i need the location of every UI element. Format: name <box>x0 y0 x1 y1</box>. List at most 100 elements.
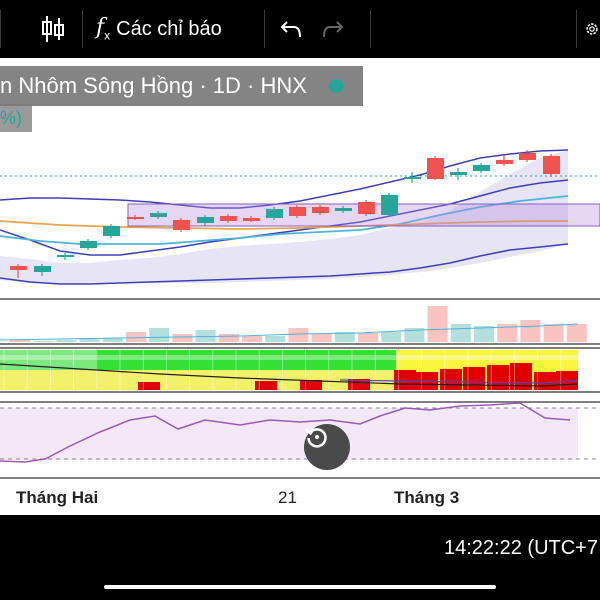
volume-bar <box>497 324 518 342</box>
volume-bar <box>242 336 262 342</box>
volume-bar <box>56 340 77 342</box>
bollinger-upper <box>0 149 569 209</box>
settings-icon <box>586 23 598 35</box>
candles-group <box>10 150 560 278</box>
strip-bar <box>556 371 578 390</box>
home-indicator[interactable] <box>104 585 496 589</box>
bollinger-band <box>0 149 569 285</box>
volume-bar <box>334 332 355 342</box>
chart-toolbar: fx Các chỉ báo <box>0 0 600 58</box>
volume-bar <box>79 339 100 342</box>
indicator-strip-yellow <box>0 370 396 390</box>
candle <box>34 266 51 272</box>
candle <box>243 218 260 221</box>
volume-bar <box>10 340 30 342</box>
volume-bar <box>288 328 309 342</box>
candle <box>173 220 190 230</box>
volume-bar <box>381 332 402 342</box>
candle <box>10 266 27 270</box>
settings-button[interactable] <box>584 0 600 58</box>
toolbar-divider <box>264 10 265 48</box>
x-axis-label: Tháng 3 <box>394 488 460 507</box>
rsi-background <box>0 408 578 460</box>
candle <box>543 156 560 174</box>
volume-bar <box>520 320 541 342</box>
toolbar-divider <box>0 10 1 48</box>
candle <box>312 207 329 213</box>
moving-average-orange <box>0 220 568 230</box>
candle <box>103 226 120 236</box>
candle <box>358 202 375 214</box>
volume-panel <box>10 306 587 342</box>
strip-bar <box>440 369 462 390</box>
candle <box>57 255 74 257</box>
chart-canvas[interactable]: n Nhôm Sông Hồng · 1D · HNX %) <box>0 58 600 515</box>
strip-bar <box>300 380 322 390</box>
volume-bar <box>172 334 193 342</box>
clock-time: 14:22:22 (UTC+7 <box>444 537 598 559</box>
strip-bar <box>463 367 485 390</box>
function-icon: fx <box>96 15 111 43</box>
legend-title-bar[interactable]: n Nhôm Sông Hồng · 1D · HNX <box>0 66 363 106</box>
volume-bar <box>311 334 332 342</box>
toolbar-divider <box>576 10 577 48</box>
strip-bar <box>255 381 277 390</box>
chart-type-button[interactable] <box>30 0 76 58</box>
volume-bar <box>427 306 448 342</box>
reset-chart-button[interactable] <box>304 424 350 470</box>
strip-bar <box>394 370 416 390</box>
candle <box>150 213 167 217</box>
candle <box>473 165 490 171</box>
redo-icon <box>323 21 344 38</box>
candle <box>450 172 467 175</box>
candle <box>519 153 536 160</box>
indicator-strip-band <box>0 355 578 360</box>
volume-bar <box>450 324 471 342</box>
candle <box>496 160 513 164</box>
volume-bar <box>265 336 286 342</box>
volume-bar <box>218 334 239 342</box>
market-status-dot <box>328 79 343 93</box>
candlestick-icon <box>42 16 64 42</box>
price-chart <box>0 149 600 479</box>
volume-bar <box>149 328 170 342</box>
volume-bar <box>33 341 54 342</box>
indicators-button[interactable]: fx Các chỉ báo <box>96 0 252 58</box>
volume-bar <box>102 338 123 342</box>
reset-icon <box>305 427 327 448</box>
undo-icon <box>280 21 301 38</box>
bollinger-lower <box>0 243 569 285</box>
strip-bar <box>348 379 370 390</box>
strip-line-purple <box>339 379 579 384</box>
candle <box>381 195 398 215</box>
volume-bar <box>474 326 494 342</box>
legend-change: %) <box>0 104 32 132</box>
strip-bar <box>487 365 509 390</box>
volume-bar <box>126 332 146 342</box>
candle <box>197 217 214 223</box>
toolbar-divider <box>82 10 83 48</box>
toolbar-divider <box>370 10 371 48</box>
rsi-line <box>0 402 571 463</box>
candle <box>220 216 237 221</box>
volume-bar <box>566 324 587 342</box>
x-axis-label: Tháng Hai <box>16 488 99 507</box>
candle <box>404 177 421 179</box>
volume-bar <box>404 328 425 342</box>
bollinger-basis <box>0 179 569 256</box>
indicators-label: Các chỉ báo <box>116 17 222 40</box>
candle <box>80 241 97 248</box>
strip-bar <box>138 382 160 390</box>
volume-bar <box>195 330 216 342</box>
candle <box>289 207 306 216</box>
x-axis-label: 21 <box>278 488 297 507</box>
redo-button[interactable] <box>316 0 350 58</box>
volume-bar <box>543 324 564 342</box>
undo-button[interactable] <box>274 0 308 58</box>
candle <box>266 209 283 218</box>
volume-ma-line <box>0 323 579 341</box>
candle <box>427 158 444 179</box>
symbol-title: n Nhôm Sông Hồng · 1D · HNX <box>0 73 307 98</box>
bollinger-fill <box>0 150 568 284</box>
candle <box>127 217 144 219</box>
